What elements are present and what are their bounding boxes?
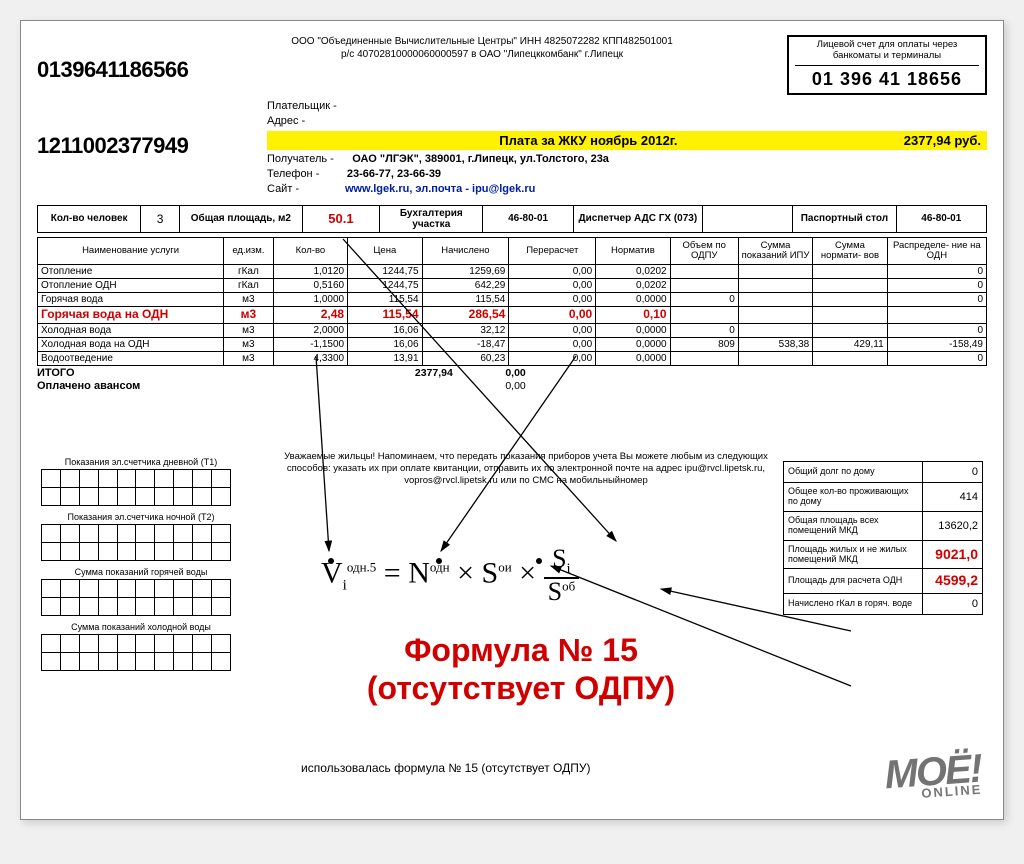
col-qty: Кол-во bbox=[273, 237, 347, 265]
highlight-amount: 2377,94 руб. bbox=[904, 132, 981, 150]
total-accrued: 2377,94 bbox=[383, 367, 453, 379]
sum-dispatch-val bbox=[702, 205, 792, 232]
account-number: 01 396 41 18656 bbox=[795, 65, 979, 90]
recipient-label: Получатель - bbox=[267, 153, 334, 165]
big-red-1: Формула № 15 bbox=[404, 632, 638, 668]
col-name: Наименование услуги bbox=[38, 237, 224, 265]
account-title: Лицевой счет для оплаты через банкоматы … bbox=[795, 40, 979, 62]
right-info-row: Общая площадь всех помещений МКД13620,2 bbox=[784, 511, 983, 540]
summary-table: Кол-во человек 3 Общая площадь, м2 50.1 … bbox=[37, 205, 987, 233]
meters-column: Показания эл.счетчика дневной (Т1) Показа… bbox=[41, 451, 241, 671]
payer-block: Плательщик - Адрес - Плата за ЖКУ ноябрь… bbox=[267, 99, 987, 197]
meter-label: Сумма показаний горячей воды bbox=[41, 567, 241, 577]
sum-bookkeeping-label: Бухгалтерия участка bbox=[380, 205, 483, 232]
account-box: Лицевой счет для оплаты через банкоматы … bbox=[787, 35, 987, 95]
highlight-title: Плата за ЖКУ ноябрь 2012г. bbox=[273, 132, 904, 150]
service-row: Отопление ОДНгКал0,51601244,75642,290,00… bbox=[38, 279, 987, 293]
big-red-caption: Формула № 15 (отсутствует ОДПУ) bbox=[281, 631, 761, 708]
meter-label: Сумма показаний холодной воды bbox=[41, 622, 241, 632]
company-line2: р/с 40702810000060000597 в ОАО "Липецкко… bbox=[197, 48, 767, 61]
right-info-table: Общий долг по дому0Общее кол-во проживаю… bbox=[783, 461, 983, 615]
formula: Viодн.5 = Nодн × Sои × SiSоб bbox=[321, 546, 579, 605]
sum-bookkeeping-val: 46-80-01 bbox=[483, 205, 573, 232]
col-vol: Объем по ОДПУ bbox=[670, 237, 738, 265]
service-row: Холодная водам32,000016,0632,120,000,000… bbox=[38, 323, 987, 337]
company-line1: ООО "Объединенные Вычислительные Центры"… bbox=[197, 35, 767, 48]
company-info: ООО "Объединенные Вычислительные Центры"… bbox=[197, 35, 767, 61]
sum-passport-val: 46-80-01 bbox=[896, 205, 986, 232]
barcode-2: 1211002377949 bbox=[37, 133, 188, 159]
summary-row: Кол-во человек 3 Общая площадь, м2 50.1 … bbox=[38, 205, 987, 232]
sum-people-val: 3 bbox=[141, 205, 180, 232]
total-label: ИТОГО bbox=[37, 367, 197, 379]
meter-label: Показания эл.счетчика дневной (Т1) bbox=[41, 457, 241, 467]
sum-passport-label: Паспортный стол bbox=[793, 205, 896, 232]
col-norm: Норматив bbox=[596, 237, 670, 265]
service-row: ОтоплениегКал1,01201244,751259,690,000,0… bbox=[38, 265, 987, 279]
receipt-page: ООО "Объединенные Вычислительные Центры"… bbox=[20, 20, 1004, 820]
col-unit: ед.изм. bbox=[224, 237, 274, 265]
services-table: Наименование услуги ед.изм. Кол-во Цена … bbox=[37, 237, 987, 366]
meter-label: Показания эл.счетчика ночной (Т2) bbox=[41, 512, 241, 522]
right-info-row: Площадь для расчета ОДН4599,2 bbox=[784, 569, 983, 593]
sum-people-label: Кол-во человек bbox=[38, 205, 141, 232]
big-red-2: (отсутствует ОДПУ) bbox=[367, 670, 675, 706]
right-info-row: Общее кол-во проживающих по дому414 bbox=[784, 483, 983, 512]
col-accrued: Начислено bbox=[422, 237, 509, 265]
phone-value: 23-66-77, 23-66-39 bbox=[347, 168, 441, 180]
sum-area-label: Общая площадь, м2 bbox=[180, 205, 303, 232]
col-recalc: Перерасчет bbox=[509, 237, 596, 265]
services-header-row: Наименование услуги ед.изм. Кол-во Цена … bbox=[38, 237, 987, 265]
service-row: Горячая вода на ОДНм32,48115,54286,540,0… bbox=[38, 307, 987, 323]
notice-text: Уважаемые жильцы! Напоминаем, что переда… bbox=[276, 451, 776, 487]
total-recalc: 0,00 bbox=[456, 367, 526, 379]
right-info-row: Начислено гКал в горяч. воде0 bbox=[784, 593, 983, 614]
sum-dispatch-label: Диспетчер АДС ГХ (073) bbox=[573, 205, 702, 232]
watermark: МОЁ! ONLINE bbox=[883, 755, 982, 801]
footnote: использовалась формула № 15 (отсутствует… bbox=[301, 761, 590, 775]
advance-line: Оплачено авансом 0,00 bbox=[37, 380, 987, 392]
service-row: Холодная вода на ОДНм3-1,150016,06-18,47… bbox=[38, 337, 987, 351]
sum-area-val: 50.1 bbox=[302, 205, 379, 232]
total-line: ИТОГО 2377,94 0,00 bbox=[37, 367, 987, 379]
right-info-row: Площадь жилых и не жилых помещений МКД90… bbox=[784, 540, 983, 569]
highlight-bar: Плата за ЖКУ ноябрь 2012г. 2377,94 руб. bbox=[267, 131, 987, 151]
meter-grid bbox=[41, 579, 231, 616]
col-price: Цена bbox=[348, 237, 422, 265]
col-odn: Распределе- ние на ОДН bbox=[887, 237, 986, 265]
phone-label: Телефон - bbox=[267, 168, 319, 180]
service-row: Водоотведением34,330013,9160,230,000,000… bbox=[38, 351, 987, 365]
col-normsum: Сумма нормати- вов bbox=[813, 237, 887, 265]
service-row: Горячая водам31,0000115,54115,540,000,00… bbox=[38, 293, 987, 307]
col-ipu: Сумма показаний ИПУ bbox=[738, 237, 812, 265]
meter-grid bbox=[41, 469, 231, 506]
site-value: www.lgek.ru, эл.почта - ipu@lgek.ru bbox=[345, 183, 535, 195]
right-info-row: Общий долг по дому0 bbox=[784, 462, 983, 483]
barcode-1: 0139641186566 bbox=[37, 57, 188, 83]
payer-label: Плательщик - bbox=[267, 100, 337, 112]
watermark-sub: ONLINE bbox=[885, 785, 982, 801]
watermark-big: МОЁ! bbox=[883, 747, 982, 798]
advance-val: 0,00 bbox=[456, 380, 526, 392]
meter-grid bbox=[41, 634, 231, 671]
advance-label: Оплачено авансом bbox=[37, 380, 197, 392]
recipient-value: ОАО "ЛГЭК", 389001, г.Липецк, ул.Толстог… bbox=[352, 153, 609, 165]
meter-grid bbox=[41, 524, 231, 561]
address-label: Адрес - bbox=[267, 115, 305, 127]
barcode-area: 0139641186566 1211002377949 bbox=[37, 57, 188, 159]
site-label: Сайт - bbox=[267, 183, 299, 195]
